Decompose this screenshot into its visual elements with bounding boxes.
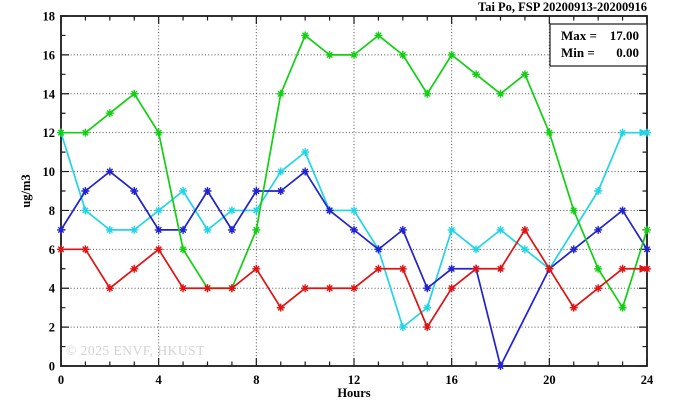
y-tick-label: 4	[49, 282, 56, 296]
x-tick-label: 20	[543, 373, 556, 387]
y-tick-label: 2	[49, 321, 55, 335]
x-tick-label: 12	[348, 373, 361, 387]
legend-max-label: Max =	[561, 28, 597, 43]
series-markers-blue-series	[57, 167, 651, 370]
y-tick-label: 0	[49, 360, 55, 374]
y-tick-label: 6	[49, 243, 55, 257]
series-line-blue-series	[60, 170, 648, 367]
axis-tick-layer	[60, 15, 648, 367]
x-tick-label: 16	[445, 373, 458, 387]
series-line-cyan-series	[60, 131, 647, 328]
y-axis-label: ug/m3	[19, 174, 33, 207]
chart-title: Tai Po, FSP 20200913-20200916	[478, 0, 647, 14]
legend-min-label: Min =	[561, 45, 595, 60]
series-markers-green-series	[57, 31, 651, 312]
x-tick-label: 0	[58, 373, 64, 387]
x-tick-label: 8	[253, 373, 259, 387]
y-tick-label: 8	[49, 204, 55, 218]
watermark: © 2025 ENVF, HKUST	[66, 343, 205, 358]
x-tick-label: 4	[156, 373, 163, 387]
axis-ticks	[60, 15, 648, 367]
series-line-green-series	[61, 34, 648, 309]
grid-layer	[61, 16, 647, 366]
y-tick-label: 14	[43, 87, 56, 101]
series-layer	[57, 31, 651, 370]
legend-box: Max = 17.00 Min = 0.00	[549, 23, 648, 67]
y-tick-label: 16	[43, 48, 56, 62]
series-end-arrow-red-series	[639, 264, 648, 273]
legend-max-value: 17.00	[610, 28, 639, 43]
y-tick-label: 12	[43, 126, 56, 140]
y-tick-label: 10	[43, 165, 56, 179]
y-tick-label: 18	[43, 10, 56, 24]
legend-min-value: 0.00	[616, 45, 639, 60]
x-tick-label: 24	[641, 373, 654, 387]
grid-lines	[61, 16, 647, 366]
plot-frame	[60, 15, 648, 367]
series-end-arrow-cyan-series	[639, 128, 648, 137]
legend-border	[549, 23, 648, 67]
x-axis-label: Hours	[337, 386, 370, 400]
series-markers-red-series	[57, 225, 651, 332]
